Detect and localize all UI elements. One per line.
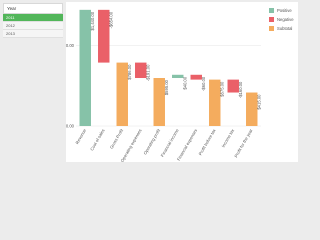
bar	[116, 62, 128, 126]
value-label: -$654.00	[108, 11, 113, 28]
value-label: $575.00	[219, 81, 224, 97]
bar	[79, 9, 91, 127]
bar	[209, 79, 221, 126]
x-tick-label: Revenue	[74, 127, 87, 145]
bar	[98, 9, 110, 63]
legend-swatch	[269, 26, 274, 31]
y-tick-label: $1,000.00	[66, 43, 75, 48]
bar	[246, 92, 258, 126]
x-tick-label: Financial expenses	[176, 128, 198, 162]
x-tick-label: Financial income	[160, 127, 180, 157]
list-item[interactable]: 2012	[3, 22, 63, 30]
value-label: $1,440.00	[90, 11, 95, 30]
value-label: -$60.00	[201, 76, 206, 91]
list-item[interactable]: 2011	[3, 14, 63, 22]
legend-swatch	[269, 8, 274, 13]
filter-panel: Year 2011 2012 2013	[3, 3, 63, 43]
chart-card: $0.00 $1,000.00 $1,440.00 Revenue -$654.00 Co…	[55, 2, 298, 163]
bar	[190, 74, 202, 80]
legend-swatch	[269, 17, 274, 22]
x-tick-label: Operating expenses	[120, 128, 143, 162]
x-tick-label: Cost of sales	[89, 128, 105, 151]
value-label: $415.00	[256, 94, 261, 110]
bar	[153, 78, 165, 126]
x-tick-label: Income tax	[221, 127, 236, 148]
chart: $0.00 $1,000.00 $1,440.00 Revenue -$654.00 Co…	[55, 8, 294, 163]
x-tick-label: Gross Profit	[109, 127, 125, 149]
value-label: -$160.00	[238, 81, 243, 98]
bar	[135, 62, 147, 79]
x-tick-label: Operating profit	[142, 127, 161, 155]
legend-label: Subtotal	[277, 26, 292, 31]
app: Year 2011 2012 2013 $0.00 $1,000.00 $1,440…	[3, 2, 298, 163]
bar	[172, 74, 184, 79]
x-tick-label: Profit for the year	[233, 127, 254, 158]
bar	[227, 79, 239, 93]
value-label: $40.00	[182, 76, 187, 89]
y-tick-label: $0.00	[66, 124, 75, 129]
legend-label: Negative	[277, 17, 294, 22]
x-tick-label: Profit before tax	[198, 127, 218, 156]
search-box[interactable]: Year	[3, 3, 63, 14]
list-item[interactable]: 2013	[3, 30, 63, 38]
legend-label: Positive	[277, 8, 292, 13]
value-label: -$191.00	[145, 64, 150, 81]
value-label: $786.00	[127, 64, 132, 80]
value-label: $595.00	[164, 79, 169, 95]
